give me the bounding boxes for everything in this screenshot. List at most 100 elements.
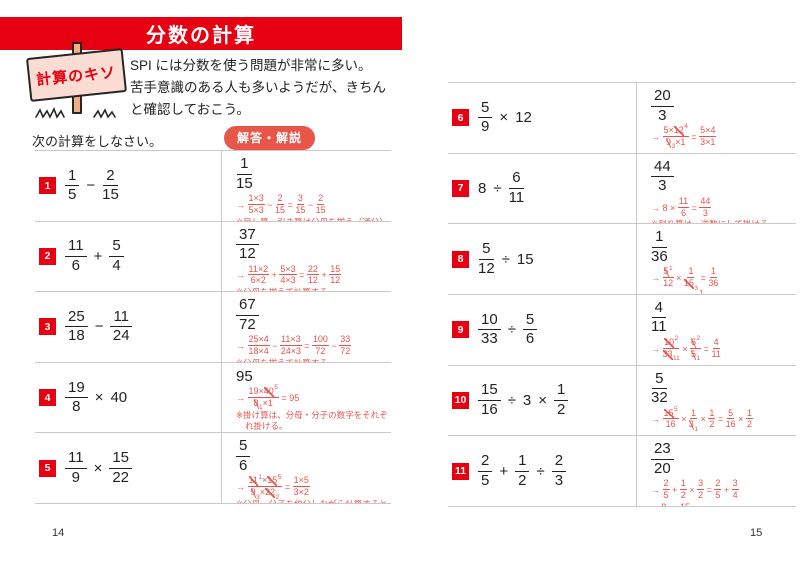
math-text: 25: [68, 307, 85, 325]
math-text: 15: [330, 263, 341, 274]
numerator: 25: [65, 307, 88, 328]
math-text: 12: [663, 278, 674, 289]
numerator: 1: [652, 229, 667, 248]
denominator: 3: [703, 208, 708, 219]
denominator: 12: [239, 245, 256, 263]
fraction: 19 8: [65, 379, 88, 416]
math-token: ×: [676, 273, 682, 284]
math-text: 2: [680, 490, 686, 501]
math-text: ×1: [262, 397, 273, 408]
math-text: 18: [68, 327, 85, 345]
math-text: 3×2: [293, 487, 309, 498]
math-text: 24×3: [280, 346, 301, 357]
cancel-sub-digit: 2: [275, 493, 280, 501]
denominator: 72: [340, 346, 350, 357]
cancel-sub-digit: 3: [694, 284, 699, 292]
denominator: 3: [555, 472, 563, 490]
fraction: 11 6: [677, 196, 690, 219]
fraction: 15 12: [329, 263, 342, 287]
numerator: 1: [554, 382, 569, 401]
denominator: 4: [733, 490, 738, 501]
answer-value: 44 3: [651, 158, 794, 195]
denominator: 9 3 × 22 2: [250, 487, 280, 501]
numerator: 10: [478, 311, 501, 331]
problem-expression: 25 18−11 24: [65, 307, 133, 345]
math-token: 8: [478, 179, 487, 197]
denominator: 8 1 ×1: [253, 397, 273, 412]
intro-text: SPI には分数を使う問題が非常に多い。 苦手意識のある人も多いようだが、きちんと…: [130, 55, 410, 121]
math-text: 9: [71, 468, 80, 486]
struck-digit: 3: [688, 419, 694, 431]
denominator: 12: [478, 260, 495, 278]
fraction: 11 6: [65, 238, 87, 274]
numerator: 2: [662, 478, 670, 491]
numerator: 2: [478, 453, 493, 472]
cancel-sup-digit: 2: [674, 335, 679, 343]
math-text: 16: [665, 419, 676, 430]
numerator: 5: [652, 370, 667, 390]
problem-expression: 8 ÷ 6 11: [478, 170, 524, 206]
math-text: 1: [746, 407, 752, 418]
math-token: ×: [94, 389, 104, 407]
struck-digit: 33: [662, 348, 673, 360]
math-text: 15: [680, 502, 690, 506]
kiso-sign-illustration: 計算のキソ: [25, 40, 134, 120]
question-cell: 5 11 9 × 15 22: [35, 433, 222, 503]
working-line: → 10 2 33 11 × 6 2 5 1 = 4 11: [651, 335, 794, 362]
math-token: →: [651, 343, 660, 354]
problem-row: 5119×152256→111×15593×222=1×53×2※分母・分子を約…: [35, 433, 391, 504]
denominator: 9: [72, 469, 80, 487]
cancel-sub-digit: 1: [259, 404, 263, 412]
question-cell: 2 11 6 +5 4: [35, 221, 222, 292]
cancelled-number: 10 2: [664, 335, 679, 348]
problem-number-badge: 9: [452, 321, 469, 339]
numerator: 5: [478, 99, 493, 119]
math-text: 5: [481, 471, 490, 489]
math-text: 6: [525, 330, 535, 348]
fraction: 115: [699, 289, 709, 294]
denominator: 2: [698, 490, 703, 501]
explanation-note: ※分母・分子を約分しながら計算すると速い: [236, 499, 389, 503]
math-token: ※足し算・引き算は分母を揃え（通分）て計算する。: [236, 217, 388, 221]
math-text: 15: [102, 186, 119, 204]
fraction: 5 16: [725, 408, 736, 431]
chapter-header-bar: 分数の計算: [0, 17, 402, 50]
math-text: 4: [112, 256, 121, 274]
struck-digit: 10: [664, 336, 675, 348]
math-text: 22: [112, 468, 130, 486]
math-token: →: [236, 270, 245, 281]
problem-row: 115−215115→1×35×3−215=315−215※足し算・引き算は分母…: [35, 151, 391, 222]
math-token: ※分母を揃えて計算する: [236, 287, 328, 291]
math-text: 12: [307, 275, 318, 286]
cancel-sup-digit: 5: [277, 473, 282, 481]
denominator: 9 3 ×1: [666, 137, 685, 150]
problem-expression: 2 5 +1 2 ÷ 2 3: [478, 453, 567, 490]
denominator: 8: [72, 398, 80, 416]
math-token: →: [651, 202, 660, 213]
denominator: 3×2: [294, 487, 309, 498]
numerator: 44: [651, 158, 674, 178]
math-text: 6: [680, 207, 686, 218]
fraction: 2 15: [275, 193, 285, 216]
denominator: 36: [651, 248, 668, 266]
math-text: 16: [725, 419, 736, 430]
denominator: 15 3: [683, 278, 699, 292]
intro-line: と確認しておこう。: [130, 102, 250, 117]
math-text: 5: [112, 237, 121, 255]
fraction: 10 33: [478, 311, 501, 348]
question-cell: 9 10 33 ÷ 5 6: [448, 294, 637, 365]
numerator: 11×2: [247, 264, 270, 276]
math-text: 36: [708, 278, 719, 289]
math-text: 15: [236, 174, 253, 192]
numerator: 11 1 × 15 5: [247, 473, 283, 488]
math-text: 12: [478, 259, 495, 277]
numerator: 3: [697, 478, 705, 491]
denominator: 4×3: [280, 275, 295, 286]
math-token: =: [691, 202, 697, 213]
